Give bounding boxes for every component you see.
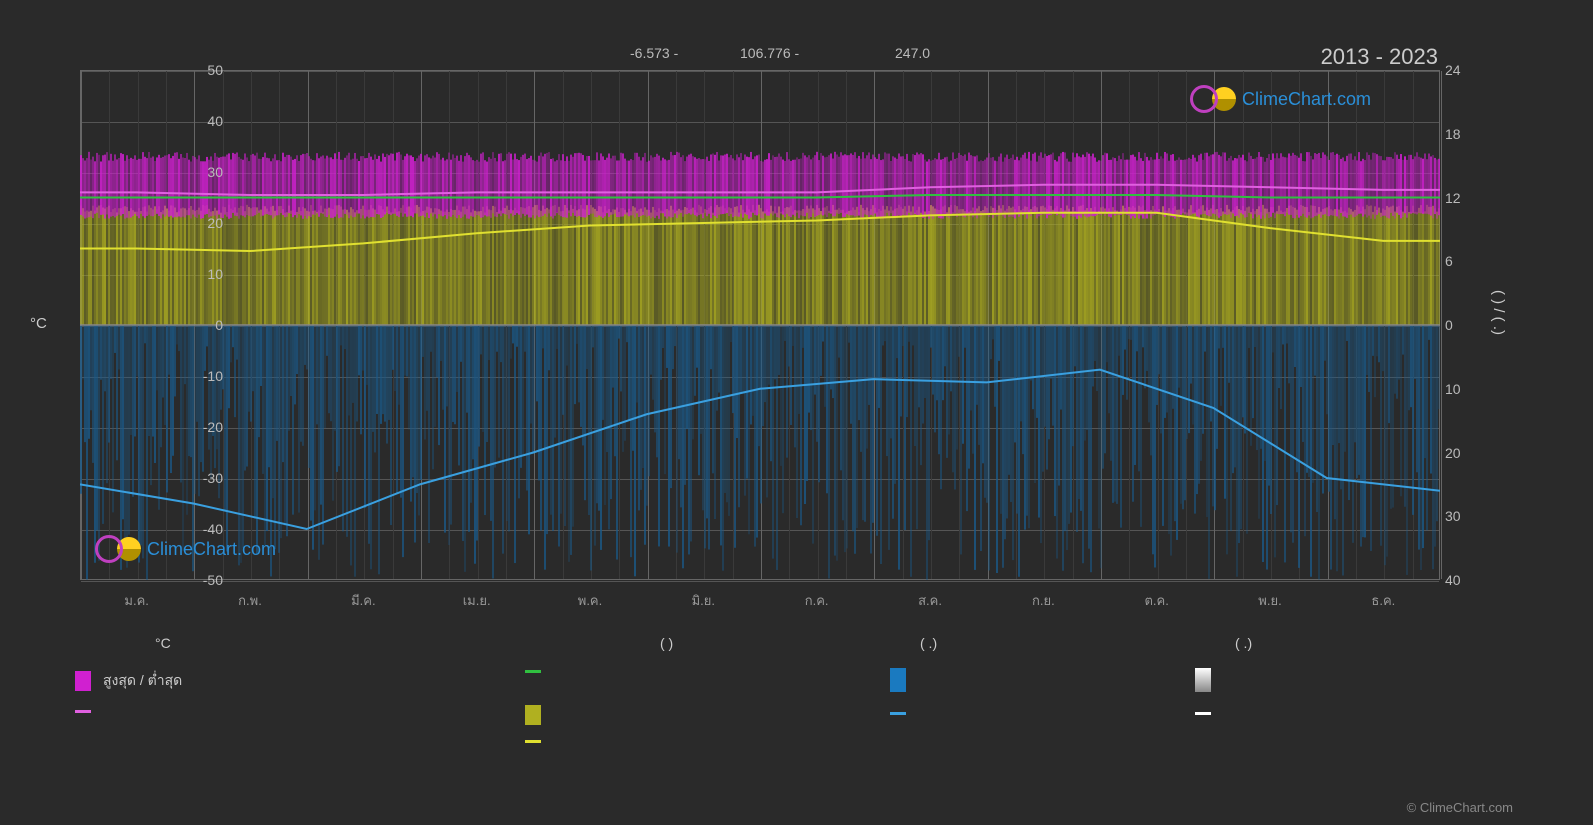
chart-area: [80, 70, 1440, 580]
coord-lon: 106.776 -: [740, 45, 799, 61]
ytick-right: 40: [1445, 572, 1461, 588]
ytick-left: 20: [193, 215, 223, 231]
xtick-month: ต.ค.: [1144, 590, 1168, 611]
ytick-right: 20: [1445, 445, 1461, 461]
ytick-left: 40: [193, 113, 223, 129]
coord-elev: 247.0: [895, 45, 930, 61]
xtick-month: ก.ค.: [805, 590, 829, 611]
swatch-icon: [75, 671, 91, 691]
xtick-month: เม.ย.: [463, 590, 491, 611]
legend-item-green-line: [525, 670, 553, 673]
legend-item-yellow-box: [525, 705, 553, 725]
xtick-month: ก.ย.: [1032, 590, 1055, 611]
xtick-month: มี.ค.: [351, 590, 376, 611]
legend-label: สูงสุด / ต่ำสุด: [103, 670, 182, 692]
swatch-icon: [525, 670, 541, 673]
coord-lat: -6.573 -: [630, 45, 678, 61]
legend-item-magenta-box: สูงสุด / ต่ำสุด: [75, 670, 182, 692]
legend-item-yellow-line: [525, 740, 553, 743]
logo-ring-icon: [1190, 85, 1218, 113]
ytick-left: -40: [193, 521, 223, 537]
watermark-text: ClimeChart.com: [1242, 89, 1371, 110]
xtick-month: ธ.ค.: [1371, 590, 1395, 611]
legend-item-magenta-line: [75, 710, 103, 713]
xtick-month: พ.ค.: [578, 590, 603, 611]
y-axis-left-label: °C: [30, 315, 47, 332]
legend-header-4: ( .): [1235, 635, 1252, 651]
watermark-bottom: ClimeChart.com: [95, 535, 276, 563]
ytick-left: 10: [193, 266, 223, 282]
ytick-left: 0: [193, 317, 223, 333]
ytick-right: 30: [1445, 508, 1461, 524]
ytick-left: -10: [193, 368, 223, 384]
ytick-left: 50: [193, 62, 223, 78]
ytick-right: 24: [1445, 62, 1461, 78]
swatch-icon: [890, 712, 906, 715]
ytick-left: -20: [193, 419, 223, 435]
ytick-right: 0: [1445, 317, 1453, 333]
legend-header-3: ( .): [920, 635, 937, 651]
ytick-right: 10: [1445, 381, 1461, 397]
legend-item-blue-line: [890, 712, 918, 715]
ytick-right: 18: [1445, 126, 1461, 142]
swatch-icon: [1195, 668, 1211, 692]
ytick-left: 30: [193, 164, 223, 180]
watermark-top: ClimeChart.com: [1190, 85, 1371, 113]
plot-svg: [80, 70, 1440, 580]
legend-item-blue-box: [890, 668, 918, 692]
swatch-icon: [890, 668, 906, 692]
copyright-text: © ClimeChart.com: [1407, 800, 1513, 815]
xtick-month: ส.ค.: [918, 590, 942, 611]
legend-header-1: °C: [155, 635, 171, 651]
ytick-left: -50: [193, 572, 223, 588]
swatch-icon: [525, 740, 541, 743]
watermark-text: ClimeChart.com: [147, 539, 276, 560]
y-axis-right-label: ( ) / ( .): [1490, 290, 1507, 335]
xtick-month: พ.ย.: [1258, 590, 1281, 611]
legend-header-2: ( ): [660, 635, 673, 651]
swatch-icon: [525, 705, 541, 725]
year-range: 2013 - 2023: [1321, 44, 1438, 70]
ytick-right: 6: [1445, 253, 1453, 269]
ytick-right: 12: [1445, 190, 1461, 206]
logo-ring-icon: [95, 535, 123, 563]
swatch-icon: [75, 710, 91, 713]
legend-item-gray-box: [1195, 668, 1223, 692]
xtick-month: มิ.ย.: [692, 590, 715, 611]
legend-item-gray-line: [1195, 712, 1223, 715]
ytick-left: -30: [193, 470, 223, 486]
swatch-icon: [1195, 712, 1211, 715]
xtick-month: ก.พ.: [238, 590, 262, 611]
xtick-month: ม.ค.: [124, 590, 149, 611]
